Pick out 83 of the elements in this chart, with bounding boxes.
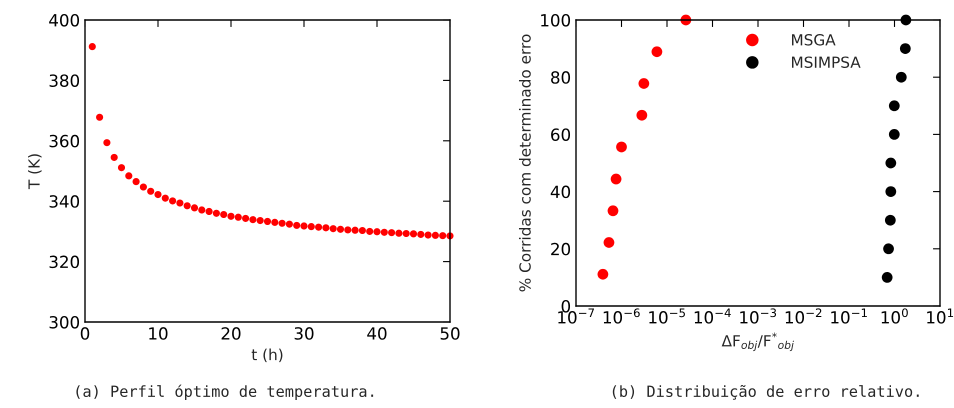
point	[198, 206, 206, 214]
x-tick-label: 10	[149, 327, 168, 340]
y-tick-label: 340	[50, 195, 80, 208]
point	[336, 226, 344, 233]
point	[424, 231, 432, 239]
point	[190, 204, 198, 212]
point	[417, 230, 424, 238]
point	[439, 232, 446, 240]
point	[395, 230, 402, 237]
point	[110, 154, 118, 161]
y-tick-label: 400	[49, 14, 80, 27]
point	[212, 210, 220, 217]
y-tick-label: 40	[550, 186, 570, 198]
point	[402, 230, 410, 238]
point	[176, 199, 184, 207]
x-axis-title: ΔF$_{obj}$/F$^{*}$$_{obj}$	[722, 332, 794, 352]
point	[366, 228, 374, 235]
point	[169, 197, 176, 204]
point	[388, 229, 396, 236]
point	[264, 218, 272, 225]
point	[132, 178, 140, 186]
y-tick-label: 320	[50, 256, 80, 268]
point	[147, 188, 154, 195]
text: (a) Perfil óptimo de temperatura.	[76, 384, 374, 400]
x-tick-label: 10$^{−2}$	[786, 308, 822, 324]
x-tick-label: 20	[222, 327, 240, 340]
point	[88, 43, 96, 50]
x-tick-label: 10$^{−6}$	[604, 308, 640, 324]
point	[125, 172, 132, 180]
x-tick-label: 10$^{−3}$	[740, 308, 776, 324]
point	[330, 225, 337, 232]
legend-label: MSIMPSA	[792, 56, 861, 68]
point	[227, 212, 235, 220]
x-tick-label: 10$^{−4}$	[694, 308, 731, 324]
point	[154, 191, 162, 198]
x-tick-label: 10$^{−5}$	[649, 308, 685, 324]
point	[271, 218, 278, 226]
text: (b) Distribuição de erro relativo.	[612, 384, 919, 400]
y-tick-label: 380	[50, 74, 80, 87]
point	[286, 220, 293, 228]
x-tick-label: 10$^{1}$	[927, 308, 954, 324]
point	[220, 210, 228, 218]
point	[300, 222, 308, 230]
point	[308, 223, 315, 230]
point	[242, 214, 250, 222]
point	[118, 164, 126, 172]
x-tick-label: 10$^{0}$	[882, 308, 908, 324]
point	[315, 224, 322, 231]
point	[380, 228, 388, 236]
x-tick-label: 50	[440, 327, 460, 340]
y-tick-label: 360	[50, 134, 80, 148]
point	[96, 114, 104, 121]
y-tick-label: 20	[551, 242, 570, 256]
y-tick-label: 80	[551, 71, 570, 84]
y-tick-label: 100	[541, 14, 570, 27]
point	[256, 216, 264, 224]
point	[140, 183, 147, 191]
x-axis-title: t (h)	[252, 348, 282, 362]
point	[162, 194, 169, 202]
x-tick-label: 40	[367, 327, 386, 340]
y-tick-label: 300	[50, 316, 80, 329]
point	[410, 230, 418, 238]
point	[293, 222, 300, 229]
y-axis-title: % Corridas com determinado erro	[518, 34, 531, 292]
point	[432, 232, 439, 239]
point	[206, 208, 213, 216]
x-tick-label: 30	[294, 327, 314, 340]
point	[278, 220, 286, 227]
point	[184, 202, 191, 210]
point	[344, 226, 352, 234]
y-axis-title: T (K)	[28, 154, 42, 190]
point	[249, 216, 256, 224]
legend-label: MSGA	[792, 34, 836, 46]
point	[373, 228, 381, 236]
point	[352, 226, 359, 234]
point	[358, 226, 366, 234]
y-tick-label: 60	[551, 128, 570, 141]
x-tick-label: 10$^{−1}$	[831, 308, 867, 324]
point	[234, 214, 242, 221]
x-tick-label: 0	[80, 327, 90, 340]
point	[103, 139, 110, 146]
y-tick-label: 0	[562, 300, 570, 313]
point	[322, 224, 330, 232]
